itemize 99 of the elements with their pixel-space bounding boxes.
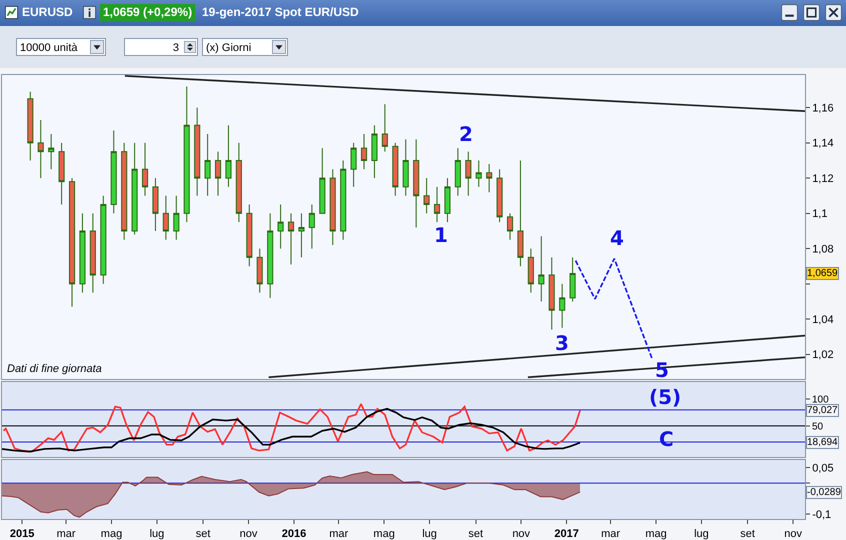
x-tick-label: mar xyxy=(56,528,76,540)
annotation: 79,027 xyxy=(807,405,838,416)
candlestick xyxy=(121,142,128,240)
x-tick-label: nov xyxy=(240,528,258,540)
candlestick xyxy=(214,151,222,196)
candlestick xyxy=(256,248,263,294)
candlestick xyxy=(559,283,566,328)
y-tick-label: 1,16 xyxy=(812,102,834,114)
candlestick xyxy=(194,107,200,196)
x-tick-label: lug xyxy=(694,528,709,540)
annotation: 4 xyxy=(610,226,624,250)
y-tick-label: -0,1 xyxy=(812,508,832,521)
chart-subtitle: 19-gen-2017 Spot EUR/USD xyxy=(202,5,359,19)
candlestick xyxy=(278,204,284,250)
candlestick xyxy=(330,168,336,246)
candlestick xyxy=(288,212,294,265)
text: 3 xyxy=(172,42,179,54)
candlestick xyxy=(48,134,54,170)
x-tick-label: mag xyxy=(373,528,395,540)
candlestick xyxy=(350,142,357,188)
x-tick-label: nov xyxy=(512,528,531,540)
candlestick xyxy=(225,124,232,188)
candlestick xyxy=(27,91,34,161)
candlestick xyxy=(162,195,169,240)
x-tick-label: mag xyxy=(645,528,667,540)
x-tick-label: set xyxy=(196,528,210,540)
x-tick-label: lug xyxy=(150,528,164,540)
candlestick xyxy=(79,212,86,294)
candlestick xyxy=(454,148,461,196)
candlestick xyxy=(476,160,482,188)
candlestick xyxy=(538,236,544,302)
y-tick-label: 0,05 xyxy=(812,462,834,475)
annotation: 3 xyxy=(555,331,569,355)
line-series xyxy=(574,258,654,360)
text: 10000 unità xyxy=(20,42,78,54)
x-tick-label: nov xyxy=(784,528,802,540)
y-tick-label: 1,02 xyxy=(812,349,834,362)
x-tick-label: mar xyxy=(601,528,620,540)
annotation: 1,0659 xyxy=(807,268,838,279)
annotation: 1 xyxy=(434,223,448,247)
candlestick xyxy=(548,256,555,330)
candlestick xyxy=(38,119,44,179)
candlestick xyxy=(496,168,503,223)
candlestick xyxy=(308,204,315,250)
annotation: Dati di fine giornata xyxy=(7,363,102,375)
x-tick-label: set xyxy=(468,528,484,540)
candlestick xyxy=(444,178,450,223)
y-tick-label: 50 xyxy=(812,421,824,432)
x-tick-label: mag xyxy=(100,528,122,540)
text: (x) Giorni xyxy=(206,42,252,54)
candlestick xyxy=(298,212,304,258)
candlestick xyxy=(382,104,388,152)
y-tick-label: 1,12 xyxy=(812,172,834,185)
annotation: (5) xyxy=(649,385,682,409)
candlestick xyxy=(528,248,534,294)
annotation: -0,0289 xyxy=(807,487,842,498)
candlestick xyxy=(319,148,326,214)
x-tick-label: set xyxy=(740,528,755,540)
candlestick xyxy=(402,138,409,196)
y-tick-label: 1,14 xyxy=(812,138,834,150)
candlestick xyxy=(392,142,398,196)
y-tick-label: 1,08 xyxy=(812,243,834,256)
candlestick xyxy=(58,142,65,206)
candlestick xyxy=(204,134,211,196)
candlestick xyxy=(184,86,190,223)
candlestick xyxy=(434,186,440,223)
candlestick xyxy=(68,178,76,308)
candlestick xyxy=(267,212,274,298)
candlestick xyxy=(236,142,242,223)
candlestick xyxy=(110,130,117,214)
candlestick xyxy=(173,195,180,240)
candlestick xyxy=(132,142,138,235)
candlestick xyxy=(413,138,420,228)
candlestick xyxy=(465,151,472,196)
candlestick xyxy=(152,178,158,232)
candlestick xyxy=(424,178,430,214)
y-tick-label: 1,04 xyxy=(812,314,834,326)
annotation: 18,694 xyxy=(807,437,838,448)
candlestick xyxy=(246,204,252,267)
candlestick xyxy=(340,160,346,240)
candlestick xyxy=(517,160,524,267)
candlestick xyxy=(360,134,368,170)
x-tick-label: 2015 xyxy=(10,528,34,540)
candlestick xyxy=(90,212,96,294)
candlestick xyxy=(371,124,378,179)
annotation: 2 xyxy=(459,122,473,146)
candlestick xyxy=(100,195,106,284)
candlestick xyxy=(142,142,148,196)
x-tick-label: lug xyxy=(422,528,437,540)
x-tick-label: mar xyxy=(329,528,348,540)
candlestick xyxy=(506,212,514,240)
text: 1,0659 (+0,29%) xyxy=(100,4,196,21)
x-tick-label: 2016 xyxy=(282,528,306,540)
candlestick xyxy=(486,164,492,193)
chart-title: EURUSD xyxy=(22,5,73,19)
y-tick-label: 100 xyxy=(812,394,830,406)
y-tick-label: 1,1 xyxy=(812,208,828,220)
x-tick-label: 2017 xyxy=(554,528,579,540)
candlestick xyxy=(570,256,576,302)
